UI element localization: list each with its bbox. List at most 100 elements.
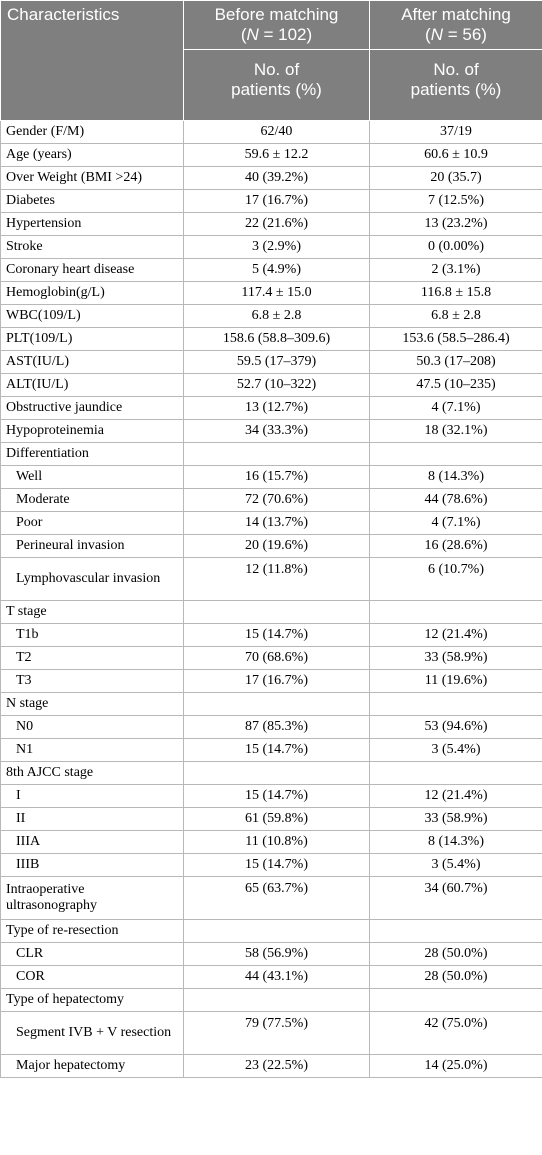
table-row: Hypoproteinemia 34 (33.3%) 18 (32.1%)	[0, 419, 542, 443]
row-label-cell: Segment IVB + V resection	[0, 1011, 184, 1055]
table-row: Hemoglobin(g/L) 117.4 ± 15.0 116.8 ± 15.8	[0, 281, 542, 305]
table-row: IIIB 15 (14.7%) 3 (5.4%)	[0, 853, 542, 877]
after-matching-cell: 116.8 ± 15.8	[369, 281, 542, 305]
table-row: WBC(109/L) 6.8 ± 2.8 6.8 ± 2.8	[0, 304, 542, 328]
row-label-cell: T2	[0, 646, 184, 670]
before-matching-cell: 58 (56.9%)	[183, 942, 370, 966]
after-matching-cell	[369, 761, 542, 785]
table-row: AST(IU/L) 59.5 (17–379) 50.3 (17–208)	[0, 350, 542, 374]
table-row: Age (years) 59.6 ± 12.2 60.6 ± 10.9	[0, 143, 542, 167]
row-label-cell: T3	[0, 669, 184, 693]
row-label-cell: COR	[0, 965, 184, 989]
before-matching-cell: 59.5 (17–379)	[183, 350, 370, 374]
before-matching-cell: 3 (2.9%)	[183, 235, 370, 259]
row-label-cell: Well	[0, 465, 184, 489]
before-matching-cell: 44 (43.1%)	[183, 965, 370, 989]
before-matching-cell: 22 (21.6%)	[183, 212, 370, 236]
after-matching-cell: 42 (75.0%)	[369, 1011, 542, 1055]
row-label-cell: N0	[0, 715, 184, 739]
table-row: Differentiation	[0, 442, 542, 466]
row-label-cell: I	[0, 784, 184, 808]
table-row: I 15 (14.7%) 12 (21.4%)	[0, 784, 542, 808]
header-after-subheading: No. of patients (%)	[369, 49, 542, 121]
before-matching-cell	[183, 692, 370, 716]
table-row: 8th AJCC stage	[0, 761, 542, 785]
header-before-title: Before matching	[214, 5, 339, 24]
table-row: Intraoperative ultrasonography 65 (63.7%)…	[0, 876, 542, 920]
header-after-sub-line2: patients (%)	[410, 80, 502, 99]
after-matching-cell: 8 (14.3%)	[369, 465, 542, 489]
header-after-title: After matching	[401, 5, 511, 24]
table-row: Perineural invasion 20 (19.6%) 16 (28.6%)	[0, 534, 542, 558]
before-matching-cell: 16 (15.7%)	[183, 465, 370, 489]
row-label-cell: 8th AJCC stage	[0, 761, 184, 785]
after-matching-cell	[369, 692, 542, 716]
row-label-cell: PLT(109/L)	[0, 327, 184, 351]
before-matching-cell: 15 (14.7%)	[183, 623, 370, 647]
characteristics-table: Characteristics Before matching (N = 102)…	[0, 0, 542, 1078]
after-matching-cell: 11 (19.6%)	[369, 669, 542, 693]
table-row: ALT(IU/L) 52.7 (10–322) 47.5 (10–235)	[0, 373, 542, 397]
table-row: N1 15 (14.7%) 3 (5.4%)	[0, 738, 542, 762]
row-label-cell: Differentiation	[0, 442, 184, 466]
table-row: T3 17 (16.7%) 11 (19.6%)	[0, 669, 542, 693]
before-matching-cell: 13 (12.7%)	[183, 396, 370, 420]
header-before-sub-line2: patients (%)	[231, 80, 322, 99]
after-matching-cell	[369, 600, 542, 624]
after-matching-cell	[369, 919, 542, 943]
before-matching-cell: 62/40	[183, 120, 370, 144]
after-matching-cell: 53 (94.6%)	[369, 715, 542, 739]
before-matching-cell: 87 (85.3%)	[183, 715, 370, 739]
after-matching-cell: 33 (58.9%)	[369, 646, 542, 670]
before-matching-cell: 117.4 ± 15.0	[183, 281, 370, 305]
table-row: Hypertension 22 (21.6%) 13 (23.2%)	[0, 212, 542, 236]
row-label-cell: ALT(IU/L)	[0, 373, 184, 397]
row-label-cell: CLR	[0, 942, 184, 966]
after-matching-cell: 6.8 ± 2.8	[369, 304, 542, 328]
row-label-cell: Over Weight (BMI >24)	[0, 166, 184, 190]
table-row: Type of hepatectomy	[0, 988, 542, 1012]
row-label-cell: N stage	[0, 692, 184, 716]
row-label-cell: Poor	[0, 511, 184, 535]
after-matching-cell: 37/19	[369, 120, 542, 144]
row-label-cell: Lymphovascular invasion	[0, 557, 184, 601]
after-matching-cell: 47.5 (10–235)	[369, 373, 542, 397]
after-matching-cell: 13 (23.2%)	[369, 212, 542, 236]
row-label-cell: Obstructive jaundice	[0, 396, 184, 420]
after-matching-cell: 12 (21.4%)	[369, 784, 542, 808]
after-matching-cell: 28 (50.0%)	[369, 942, 542, 966]
before-matching-cell: 15 (14.7%)	[183, 738, 370, 762]
header-before-n-value: = 102)	[258, 25, 313, 44]
table-row: IIIA 11 (10.8%) 8 (14.3%)	[0, 830, 542, 854]
header-before-sub-line1: No. of	[253, 60, 300, 79]
table-row: Coronary heart disease 5 (4.9%) 2 (3.1%)	[0, 258, 542, 282]
row-label-cell: Hypoproteinemia	[0, 419, 184, 443]
table-row: II 61 (59.8%) 33 (58.9%)	[0, 807, 542, 831]
before-matching-cell: 11 (10.8%)	[183, 830, 370, 854]
row-label-cell: IIIB	[0, 853, 184, 877]
before-matching-cell: 6.8 ± 2.8	[183, 304, 370, 328]
row-label-cell: Type of hepatectomy	[0, 988, 184, 1012]
table-row: N stage	[0, 692, 542, 716]
row-label-cell: Hypertension	[0, 212, 184, 236]
before-matching-cell: 23 (22.5%)	[183, 1054, 370, 1078]
after-matching-cell: 33 (58.9%)	[369, 807, 542, 831]
after-matching-cell: 28 (50.0%)	[369, 965, 542, 989]
before-matching-cell: 72 (70.6%)	[183, 488, 370, 512]
row-label-cell: Stroke	[0, 235, 184, 259]
before-matching-cell	[183, 988, 370, 1012]
before-matching-cell: 17 (16.7%)	[183, 669, 370, 693]
before-matching-cell: 59.6 ± 12.2	[183, 143, 370, 167]
header-after-sub-line1: No. of	[433, 60, 479, 79]
after-matching-cell: 3 (5.4%)	[369, 853, 542, 877]
after-matching-cell: 16 (28.6%)	[369, 534, 542, 558]
table-row: Poor 14 (13.7%) 4 (7.1%)	[0, 511, 542, 535]
before-matching-cell: 17 (16.7%)	[183, 189, 370, 213]
before-matching-cell: 12 (11.8%)	[183, 557, 370, 601]
header-characteristics: Characteristics	[0, 0, 184, 121]
after-matching-cell	[369, 442, 542, 466]
after-matching-cell: 18 (32.1%)	[369, 419, 542, 443]
after-matching-cell: 4 (7.1%)	[369, 396, 542, 420]
row-label-cell: Intraoperative ultrasonography	[0, 876, 184, 920]
row-label-cell: T1b	[0, 623, 184, 647]
